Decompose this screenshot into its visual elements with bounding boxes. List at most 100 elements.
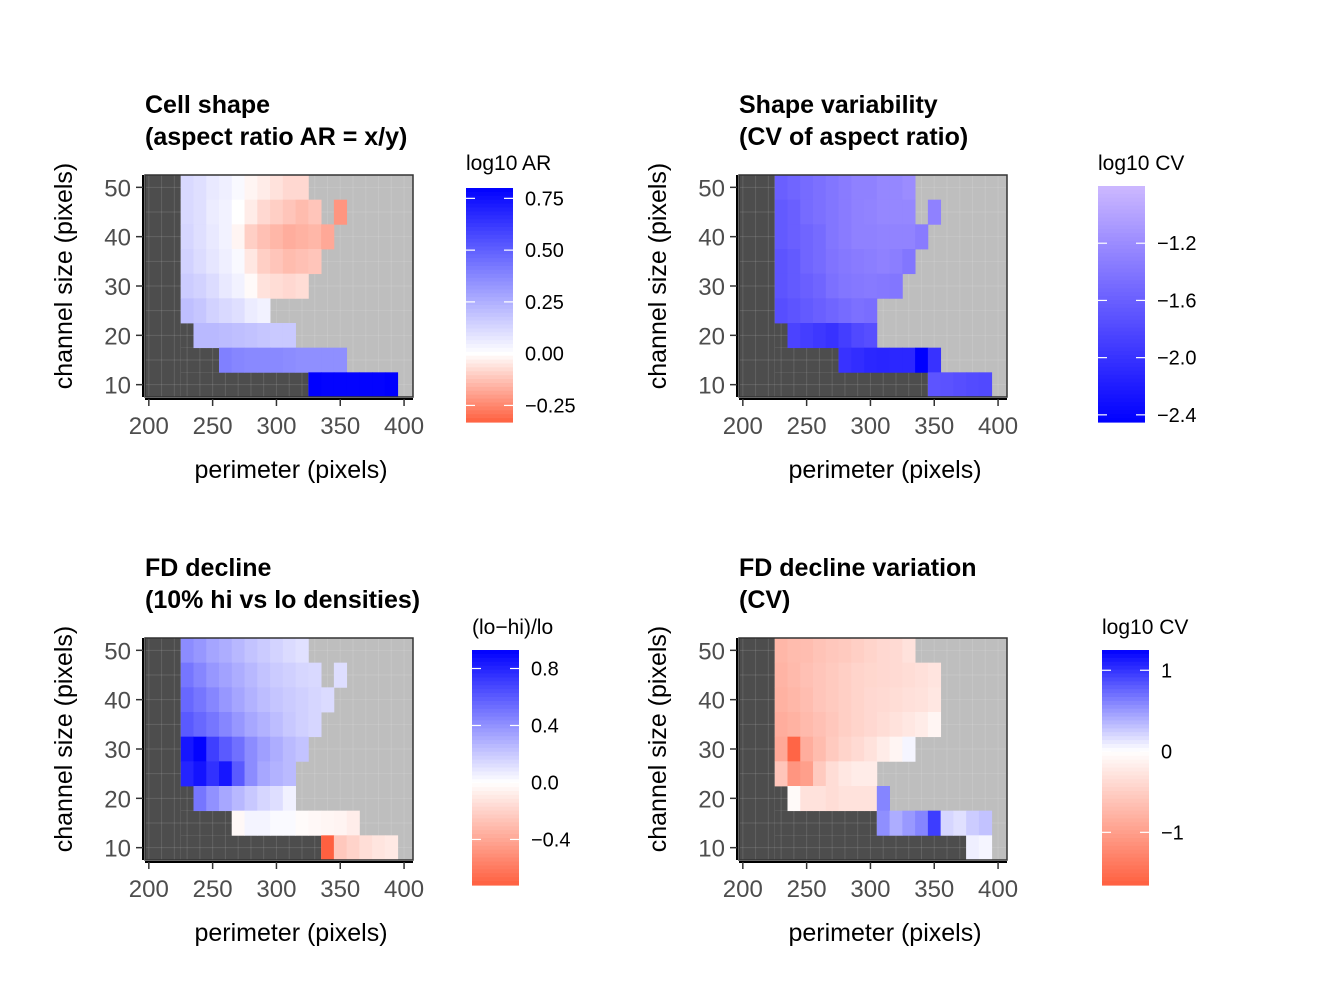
- legend-color-step: [1102, 865, 1149, 870]
- heatmap-cell: [851, 662, 865, 688]
- heatmap-cell: [838, 736, 852, 762]
- heatmap-cell: [219, 298, 233, 324]
- heatmap-cell: [966, 810, 980, 836]
- heatmap-cell: [295, 736, 309, 762]
- legend-color-step: [1098, 418, 1145, 423]
- legend-color-step: [1098, 296, 1145, 301]
- legend-color-step: [466, 367, 513, 372]
- legend-tick-label: 0.50: [525, 240, 564, 262]
- heatmap-cell: [864, 249, 878, 275]
- chart-title-line: FD decline: [145, 554, 272, 582]
- legend-color-step: [1098, 343, 1145, 348]
- heatmap-cell: [257, 687, 271, 713]
- y-tick-label: 30: [698, 274, 725, 301]
- dark-region-cell: [145, 638, 181, 860]
- legend-color-step: [466, 402, 513, 407]
- legend-color-step: [1098, 268, 1145, 274]
- legend-color-step: [1102, 712, 1149, 718]
- y-tick-label: 20: [104, 323, 131, 350]
- legend-color-step: [472, 697, 519, 702]
- legend-tick-label: 0.8: [531, 659, 559, 681]
- heatmap-cell: [864, 712, 878, 738]
- chart-title-line: Cell shape: [145, 91, 270, 119]
- heatmap-cell: [257, 249, 271, 275]
- legend-color-step: [1098, 201, 1145, 207]
- dark-region: [145, 175, 309, 397]
- legend-color-step: [1098, 319, 1145, 325]
- heatmap-cell: [800, 786, 814, 812]
- heatmap-cell: [206, 761, 220, 787]
- heatmap-cell: [372, 835, 386, 861]
- heatmap-cell: [282, 761, 296, 787]
- legend-color-step: [466, 273, 513, 279]
- heatmap-cell: [219, 736, 233, 762]
- heatmap-cell: [193, 199, 207, 225]
- legend-color-step: [472, 798, 519, 804]
- heatmap-cell: [282, 786, 296, 812]
- y-tick-label: 40: [698, 688, 725, 715]
- legend-color-step: [472, 661, 519, 667]
- heatmap-cell: [282, 199, 296, 225]
- heatmap-cell: [270, 712, 284, 738]
- heatmap-cell: [244, 662, 258, 688]
- heatmap-cell: [774, 662, 788, 688]
- heatmap-cell: [876, 736, 890, 762]
- heatmap-cell: [206, 662, 220, 688]
- heatmap-cell: [825, 736, 839, 762]
- heatmap-cell: [876, 199, 890, 225]
- legend-color-step: [472, 650, 519, 655]
- x-axis-label: perimeter (pixels): [194, 919, 387, 947]
- heatmap-cell: [902, 175, 916, 201]
- heatmap-cell: [838, 323, 852, 349]
- heatmap-cell: [787, 273, 801, 299]
- heatmap-cell: [787, 662, 801, 688]
- heatmap-cell: [282, 175, 296, 201]
- legend-color-step: [1098, 315, 1145, 321]
- legend-color-step: [472, 744, 519, 749]
- legend-color-step: [1098, 256, 1145, 262]
- heatmap-cell: [282, 347, 296, 373]
- heatmap-cell: [889, 347, 903, 373]
- legend-color-step: [1098, 233, 1145, 238]
- dark-region: [739, 638, 967, 860]
- heatmap-cell: [787, 687, 801, 713]
- heatmap-cell: [825, 786, 839, 812]
- legend-color-step: [472, 716, 519, 722]
- heatmap-cell: [206, 249, 220, 275]
- heatmap-cell: [927, 712, 942, 738]
- heatmap-cell: [308, 712, 322, 738]
- heatmap-cell: [851, 687, 865, 713]
- dark-region-cell: [180, 347, 220, 373]
- heatmap-cell: [864, 199, 878, 225]
- heatmap-cell: [270, 347, 284, 373]
- legend-color-step: [1098, 414, 1145, 419]
- chart-title-line: (aspect ratio AR = x/y): [145, 123, 407, 151]
- heatmap-cell: [876, 810, 890, 836]
- legend-color-step: [1102, 783, 1149, 788]
- heatmap-cell: [864, 786, 878, 812]
- x-axis-label: perimeter (pixels): [194, 456, 387, 484]
- heatmap-cell: [270, 273, 284, 299]
- heatmap-cell: [825, 687, 839, 713]
- heatmap-cell: [193, 786, 207, 812]
- heatmap-cell: [180, 712, 194, 738]
- heatmap-cell: [270, 249, 284, 275]
- y-tick-label: 10: [698, 373, 725, 400]
- legend-color-step: [466, 289, 513, 294]
- heatmap-cell: [889, 249, 903, 275]
- legend-color-step: [472, 865, 519, 870]
- heatmap-cell: [889, 199, 903, 225]
- heatmap-cell: [206, 638, 220, 664]
- legend-color-step: [466, 394, 513, 400]
- legend-color-step: [472, 700, 519, 706]
- legend-color-step: [1102, 798, 1149, 804]
- heatmap-cell: [889, 224, 903, 250]
- heatmap-cell: [244, 687, 258, 713]
- heatmap-cell: [257, 175, 271, 201]
- legend-title: log10 AR: [466, 152, 551, 175]
- heatmap-cell: [787, 786, 801, 812]
- legend-color-step: [1102, 861, 1149, 867]
- legend-color-step: [1102, 810, 1149, 816]
- legend-color-step: [1102, 744, 1149, 749]
- x-tick-label: 400: [978, 876, 1018, 903]
